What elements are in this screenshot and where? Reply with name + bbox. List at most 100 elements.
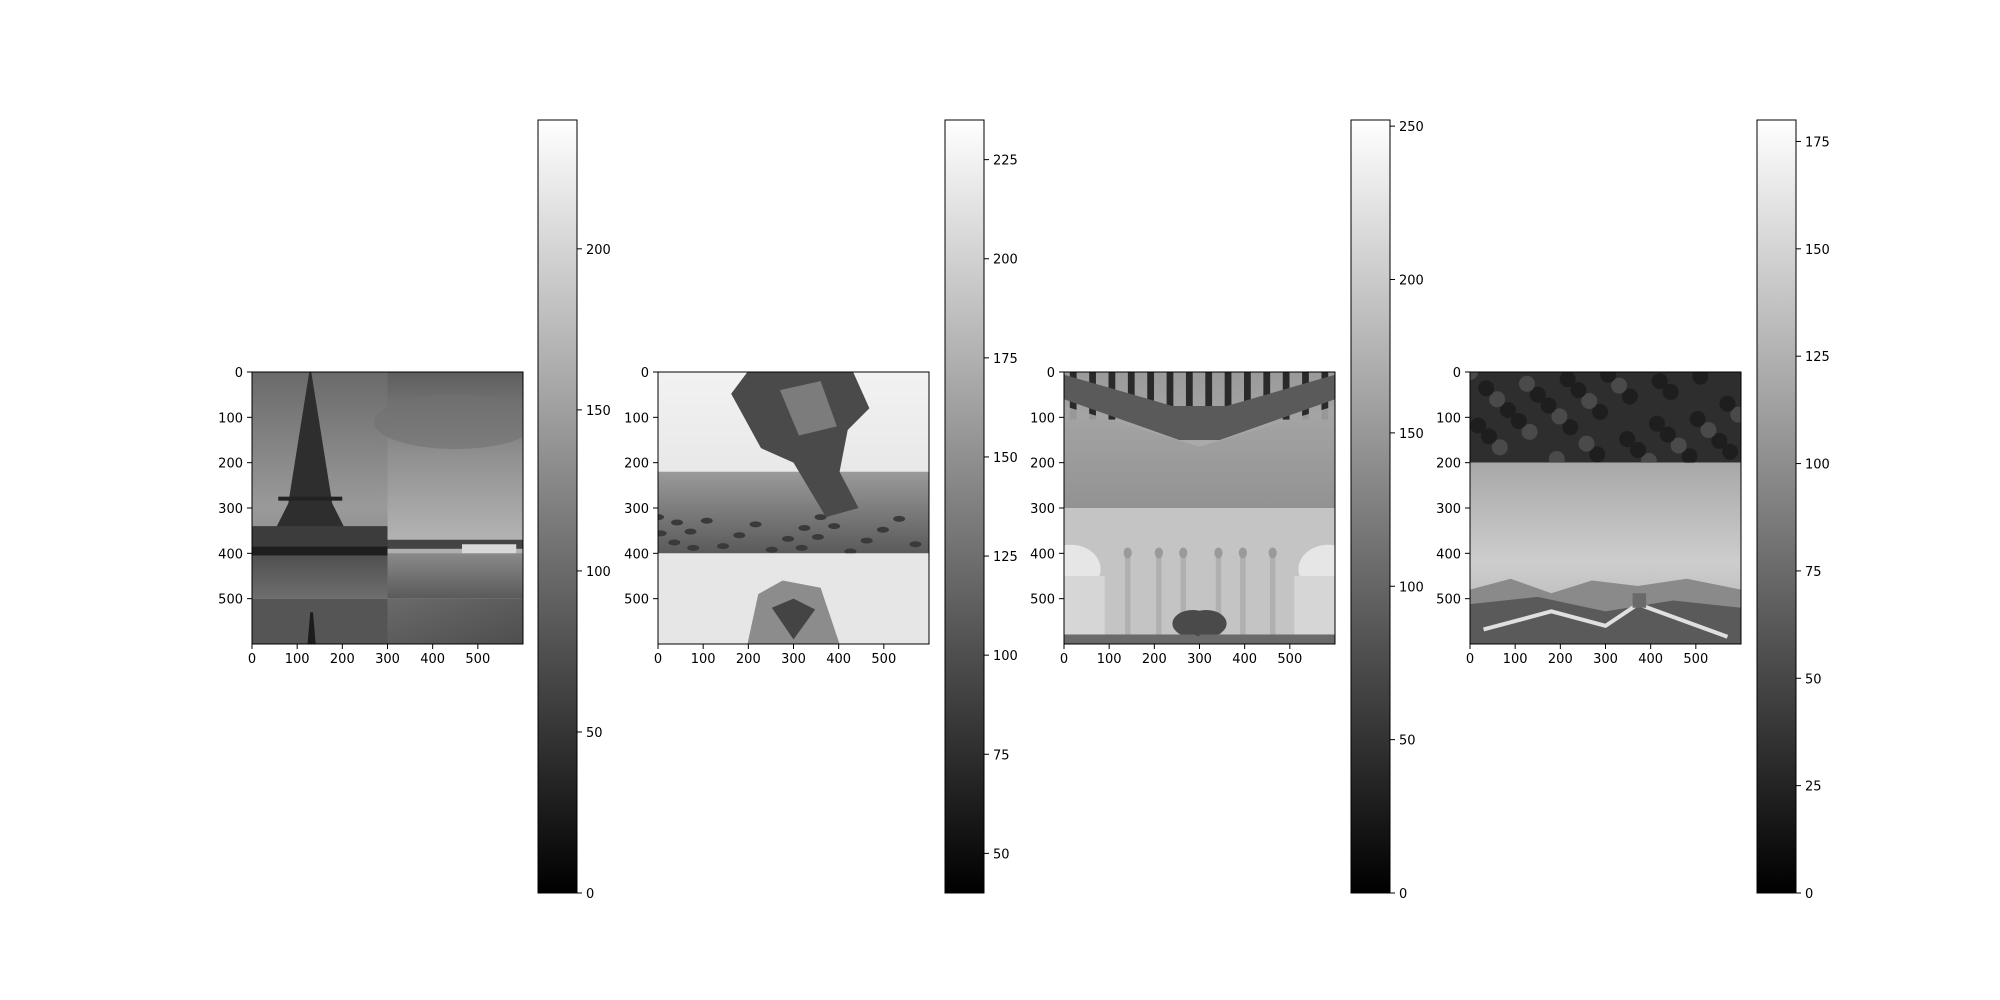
x-tick-label: 300 [375,652,400,667]
y-tick-label: 200 [624,457,649,472]
x-tick-label: 0 [248,652,256,667]
x-tick-label: 300 [1187,652,1212,667]
colorbar-tick-label: 100 [1805,458,1830,473]
colorbar-tick-label: 0 [586,887,594,902]
y-tick-label: 400 [1030,547,1055,562]
colorbar-tick-label: 200 [586,243,611,258]
x-tick-label: 100 [285,652,310,667]
image-sphinx [658,372,929,644]
colorbar-tick-label: 50 [1399,734,1416,749]
colorbar-tick-label: 200 [1399,274,1424,289]
image-eiffel-tower [252,372,523,644]
colorbar-tick-label: 100 [586,565,611,580]
y-tick-label: 500 [624,593,649,608]
colorbar-tick-label: 50 [1805,672,1822,687]
x-tick-label: 200 [1548,652,1573,667]
colorbar-tick-label: 225 [993,154,1018,169]
tile-seine-river-clouds [373,372,523,599]
y-tick-label: 0 [1047,366,1055,381]
colorbar-tick-label: 250 [1399,120,1424,135]
image-taj-mahal [1064,372,1335,644]
x-tick-label: 500 [465,652,490,667]
x-tick-label: 100 [1097,652,1122,667]
x-tick-label: 400 [420,652,445,667]
y-tick-label: 100 [218,411,243,426]
y-tick-label: 100 [624,411,649,426]
tile-sphinx-head-bright [658,553,929,644]
x-tick-label: 300 [781,652,806,667]
y-tick-label: 300 [1436,502,1461,517]
subplot-3: 0 100 200 300 400 500 0 100 200 300 400 500 0 50 100 15… [1030,119,1424,902]
colorbar-tick-label: 25 [1805,780,1822,795]
colorbar-tick-label: 0 [1399,887,1407,902]
y-tick-label: 0 [235,366,243,381]
colorbar [1756,119,1797,894]
x-tick-label: 400 [1232,652,1257,667]
x-tick-label: 200 [736,652,761,667]
x-tick-label: 500 [1277,652,1302,667]
tile-great-wall-mountains [1470,462,1741,644]
tile-sphinx-desert [658,372,929,555]
y-tick-label: 500 [218,593,243,608]
y-tick-label: 200 [1436,457,1461,472]
subplot-1: 0 100 200 300 400 500 0 100 200 300 400 500 0 50 100 15… [218,119,611,902]
colorbar-tick-label: 0 [1805,887,1813,902]
colorbar-tick-label: 75 [993,748,1010,763]
colorbar-tick-label: 75 [1805,565,1822,580]
colorbar [944,119,985,894]
tile-reflecting-pool-left [1064,372,1200,508]
x-tick-label: 0 [1466,652,1474,667]
image-great-wall [1470,372,1741,644]
x-tick-label: 300 [1593,652,1618,667]
colorbar-tick-label: 50 [586,726,603,741]
x-tick-label: 400 [1638,652,1663,667]
tile-reflecting-pool-right [1199,372,1335,508]
colorbar-tick-label: 150 [1399,427,1424,442]
y-tick-label: 300 [218,502,243,517]
colorbar-tick-label: 100 [1399,580,1424,595]
colorbar [537,119,578,894]
colorbar-tick-label: 100 [993,649,1018,664]
subplot-4: 0 100 200 300 400 500 0 100 200 300 400 500 0 25 50 75 1… [1436,119,1830,902]
y-tick-label: 100 [1436,411,1461,426]
colorbar-tick-label: 175 [1805,135,1830,150]
y-tick-label: 500 [1436,593,1461,608]
x-tick-label: 500 [871,652,896,667]
subplot-2: 0 100 200 300 400 500 0 100 200 300 400 500 50 75 100 1… [624,119,1018,894]
tile-taj-mahal-right [1185,508,1335,644]
y-tick-label: 0 [641,366,649,381]
x-tick-label: 200 [330,652,355,667]
colorbar-tick-label: 200 [993,253,1018,268]
tile-dark-sky [387,598,523,644]
y-tick-label: 200 [1030,457,1055,472]
x-tick-label: 0 [1060,652,1068,667]
x-tick-label: 100 [1503,652,1528,667]
colorbar-tick-label: 150 [1805,243,1830,258]
colorbar-tick-label: 150 [993,451,1018,466]
tile-tower-tip-dark [252,598,388,644]
y-tick-label: 100 [1030,411,1055,426]
y-tick-label: 400 [624,547,649,562]
colorbar-tick-label: 125 [1805,350,1830,365]
y-tick-label: 400 [218,547,243,562]
y-tick-label: 300 [624,502,649,517]
y-tick-label: 400 [1436,547,1461,562]
y-tick-label: 200 [218,457,243,472]
tile-dark-forest [1470,372,1741,469]
tile-eiffel-tower-river [252,372,388,599]
x-tick-label: 200 [1142,652,1167,667]
colorbar-tick-label: 50 [993,847,1010,862]
tile-taj-mahal-left [1064,508,1214,644]
colorbar-tick-label: 150 [586,404,611,419]
x-tick-label: 0 [654,652,662,667]
y-tick-label: 0 [1453,366,1461,381]
x-tick-label: 400 [826,652,851,667]
colorbar-tick-label: 175 [993,352,1018,367]
y-tick-label: 300 [1030,502,1055,517]
x-tick-label: 500 [1683,652,1708,667]
x-tick-label: 100 [691,652,716,667]
y-tick-label: 500 [1030,593,1055,608]
colorbar-tick-label: 125 [993,550,1018,565]
colorbar [1350,119,1391,894]
